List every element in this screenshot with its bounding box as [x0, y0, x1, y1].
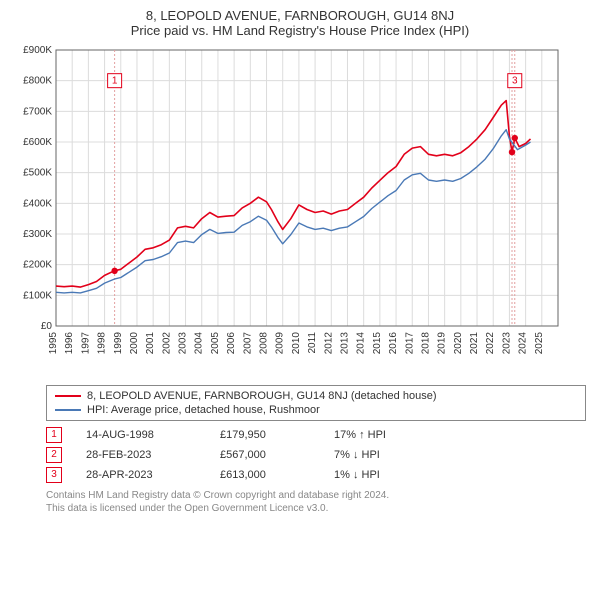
svg-text:2011: 2011	[307, 332, 318, 354]
svg-text:2019: 2019	[437, 332, 448, 355]
svg-text:2009: 2009	[275, 332, 286, 355]
svg-text:2025: 2025	[534, 332, 545, 355]
svg-text:2005: 2005	[210, 332, 221, 355]
svg-text:2020: 2020	[453, 332, 464, 355]
svg-text:2013: 2013	[339, 332, 350, 355]
legend-swatch	[55, 409, 81, 411]
marker-hpi: 1% ↓ HPI	[334, 469, 444, 481]
svg-text:1: 1	[112, 76, 118, 87]
marker-badge: 3	[46, 467, 62, 483]
svg-text:2021: 2021	[469, 332, 480, 355]
svg-text:2000: 2000	[129, 332, 140, 355]
marker-price: £613,000	[220, 469, 310, 481]
svg-text:2018: 2018	[420, 332, 431, 355]
chart-area: £0 £100K £200K £300K £400K £500K £600K £700K £80…	[10, 44, 590, 379]
svg-text:£800K: £800K	[23, 76, 52, 87]
markers-table: 1 14-AUG-1998 £179,950 17% ↑ HPI 2 28-FEB-202…	[46, 427, 586, 483]
marker-row: 1 14-AUG-1998 £179,950 17% ↑ HPI	[46, 427, 586, 443]
svg-text:£300K: £300K	[23, 229, 52, 240]
marker-row: 2 28-FEB-2023 £567,000 7% ↓ HPI	[46, 447, 586, 463]
svg-text:2012: 2012	[323, 332, 334, 355]
footer-text: Contains HM Land Registry data © Crown c…	[46, 489, 586, 515]
svg-text:2024: 2024	[518, 332, 529, 355]
chart-container: 8, LEOPOLD AVENUE, FARNBOROUGH, GU14 8NJ…	[0, 0, 600, 521]
marker-row: 3 28-APR-2023 £613,000 1% ↓ HPI	[46, 467, 586, 483]
svg-text:£900K: £900K	[23, 45, 52, 56]
svg-text:1998: 1998	[97, 332, 108, 355]
svg-text:£100K: £100K	[23, 290, 52, 301]
legend-label: HPI: Average price, detached house, Rush…	[87, 404, 320, 416]
svg-text:1996: 1996	[64, 332, 75, 355]
legend-swatch	[55, 395, 81, 397]
chart-title: 8, LEOPOLD AVENUE, FARNBOROUGH, GU14 8NJ	[10, 8, 590, 23]
legend-label: 8, LEOPOLD AVENUE, FARNBOROUGH, GU14 8NJ…	[87, 390, 437, 402]
svg-text:2007: 2007	[242, 332, 253, 355]
svg-text:2002: 2002	[161, 332, 172, 355]
svg-text:3: 3	[512, 76, 518, 87]
legend-row: HPI: Average price, detached house, Rush…	[55, 404, 577, 416]
svg-text:2023: 2023	[501, 332, 512, 355]
marker-price: £179,950	[220, 429, 310, 441]
footer-line2: This data is licensed under the Open Gov…	[46, 502, 586, 515]
svg-text:1997: 1997	[80, 332, 91, 355]
svg-text:1999: 1999	[113, 332, 124, 355]
svg-text:£0: £0	[41, 321, 53, 332]
svg-text:£400K: £400K	[23, 198, 52, 209]
chart-subtitle: Price paid vs. HM Land Registry's House …	[10, 23, 590, 38]
svg-text:2017: 2017	[404, 332, 415, 355]
svg-text:£600K: £600K	[23, 137, 52, 148]
svg-text:2004: 2004	[194, 332, 205, 355]
footer-line1: Contains HM Land Registry data © Crown c…	[46, 489, 586, 502]
svg-text:2003: 2003	[178, 332, 189, 355]
marker-badge: 1	[46, 427, 62, 443]
line-chart-svg: £0 £100K £200K £300K £400K £500K £600K £700K £80…	[10, 44, 570, 374]
svg-text:£700K: £700K	[23, 106, 52, 117]
svg-text:2006: 2006	[226, 332, 237, 355]
marker-date: 28-APR-2023	[86, 469, 196, 481]
legend-row: 8, LEOPOLD AVENUE, FARNBOROUGH, GU14 8NJ…	[55, 390, 577, 402]
svg-text:2022: 2022	[485, 332, 496, 355]
svg-text:2001: 2001	[145, 332, 156, 355]
svg-text:2010: 2010	[291, 332, 302, 355]
marker-date: 28-FEB-2023	[86, 449, 196, 461]
marker-price: £567,000	[220, 449, 310, 461]
marker-hpi: 17% ↑ HPI	[334, 429, 444, 441]
svg-text:£200K: £200K	[23, 260, 52, 271]
svg-text:2016: 2016	[388, 332, 399, 355]
svg-text:1995: 1995	[48, 332, 59, 355]
svg-text:2014: 2014	[356, 332, 367, 355]
svg-text:2015: 2015	[372, 332, 383, 355]
legend-box: 8, LEOPOLD AVENUE, FARNBOROUGH, GU14 8NJ…	[46, 385, 586, 421]
marker-badge: 2	[46, 447, 62, 463]
marker-hpi: 7% ↓ HPI	[334, 449, 444, 461]
marker-date: 14-AUG-1998	[86, 429, 196, 441]
svg-text:£500K: £500K	[23, 168, 52, 179]
svg-text:2008: 2008	[259, 332, 270, 355]
